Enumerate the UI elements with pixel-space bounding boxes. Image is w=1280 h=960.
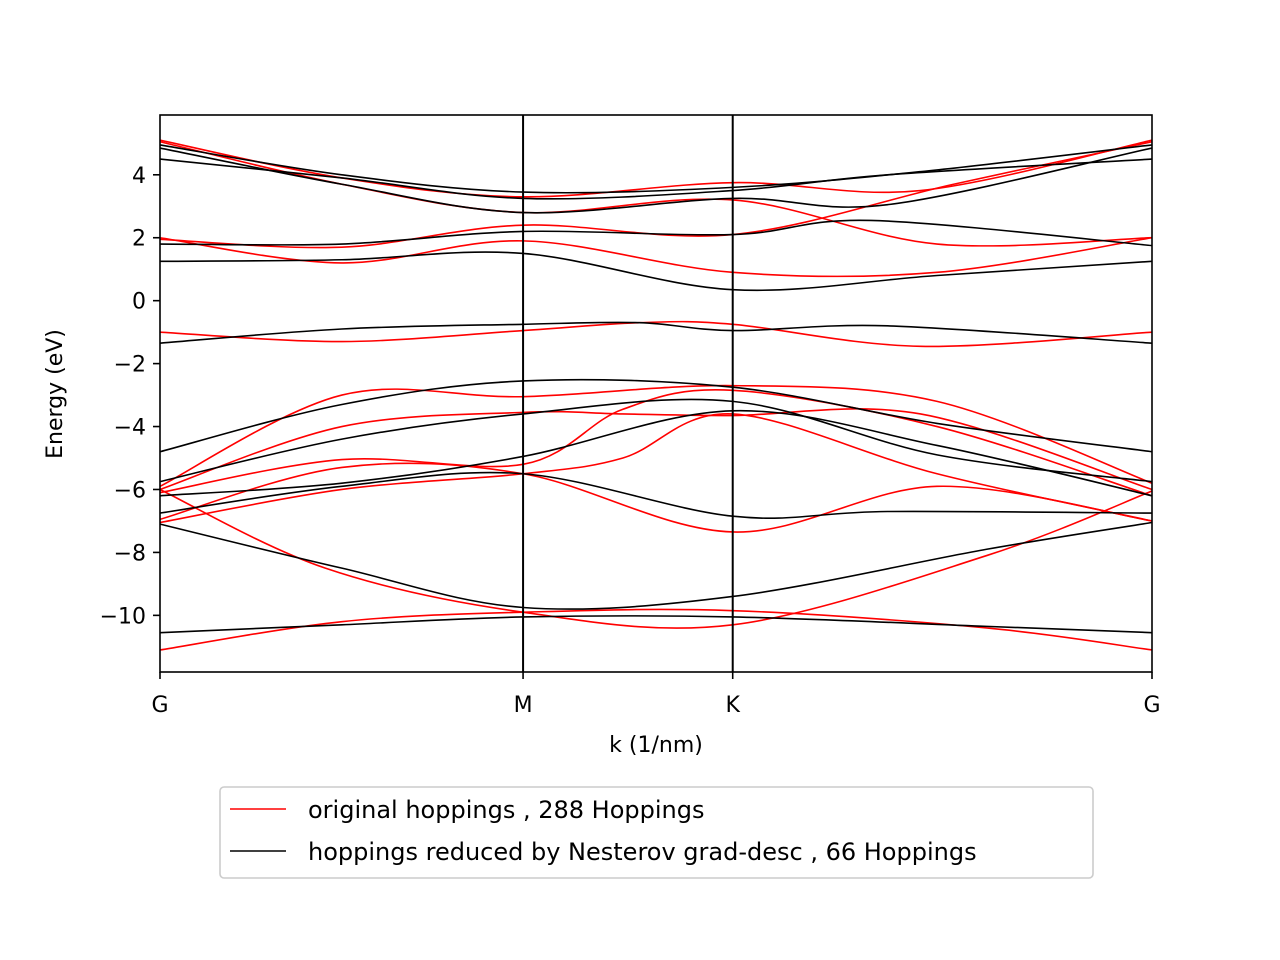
band-line	[159, 608, 1153, 651]
y-axis-ticks: 4 2 0 −2 −4 −6 −8 −10	[100, 164, 160, 629]
band-line	[159, 521, 1153, 610]
legend-label-reduced: hoppings reduced by Nesterov grad-desc ,…	[308, 838, 977, 866]
y-tick-label: −4	[114, 416, 146, 441]
x-tick-label: K	[725, 693, 740, 718]
x-tick-label: G	[1143, 693, 1160, 718]
y-tick-label: −8	[114, 541, 146, 566]
y-tick-label: 0	[132, 290, 146, 315]
band-line	[159, 384, 1153, 488]
band-line	[159, 488, 1153, 629]
band-line	[159, 219, 1153, 247]
y-tick-label: −2	[114, 353, 146, 378]
y-tick-label: −6	[114, 478, 146, 503]
band-line	[159, 413, 1153, 524]
x-tick-label: G	[151, 693, 168, 718]
x-tick-label: M	[514, 693, 533, 718]
band-line	[159, 398, 1153, 483]
bands-layer	[159, 139, 1153, 651]
band-line	[159, 389, 1153, 497]
high-symmetry-lines	[522, 115, 734, 672]
series-reduced	[159, 144, 1153, 634]
legend-label-original: original hoppings , 288 Hoppings	[308, 796, 704, 824]
y-tick-label: 4	[132, 164, 146, 189]
y-tick-label: 2	[132, 227, 146, 252]
band-line	[159, 251, 1153, 292]
plot-frame	[159, 114, 1153, 673]
band-line	[159, 378, 1153, 453]
band-line	[159, 409, 1153, 497]
band-line	[159, 144, 1153, 194]
band-line	[159, 408, 1153, 491]
legend-box	[219, 786, 1094, 879]
x-axis-label: k (1/nm)	[609, 733, 703, 758]
band-line	[159, 147, 1153, 214]
legend: original hoppings , 288 Hoppings hopping…	[219, 786, 1094, 879]
y-tick-label: −10	[100, 604, 146, 629]
band-line	[159, 321, 1153, 344]
band-line	[159, 471, 1153, 520]
series-original	[159, 139, 1153, 651]
band-line	[159, 462, 1153, 533]
band-line	[159, 236, 1153, 278]
y-axis-label: Energy (eV)	[43, 329, 68, 459]
band-line	[159, 158, 1153, 200]
band-line	[159, 615, 1153, 634]
band-line	[159, 139, 1153, 198]
